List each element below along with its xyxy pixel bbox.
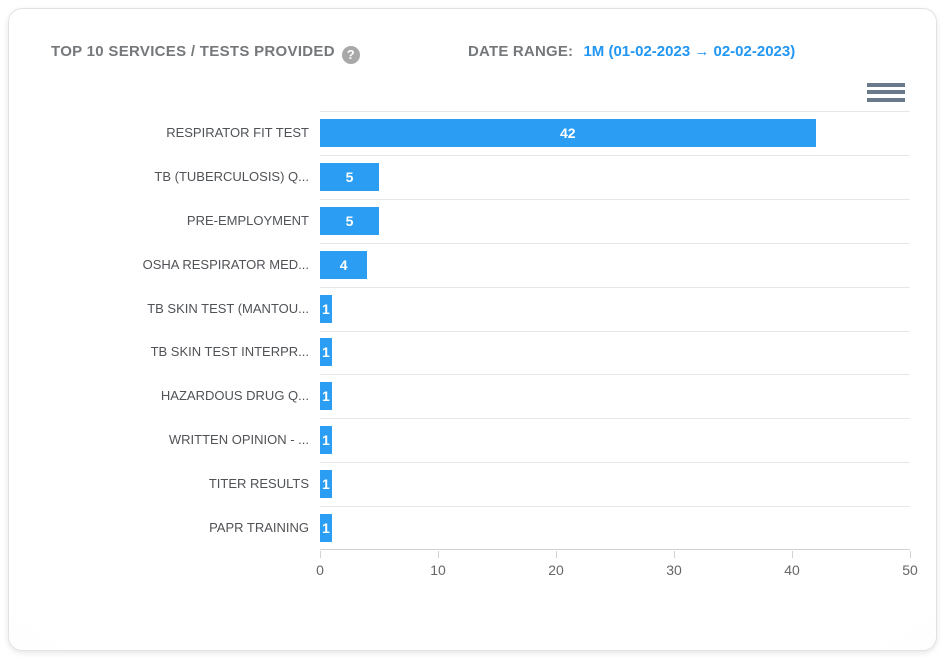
bar[interactable]: 1 <box>320 514 332 543</box>
bar[interactable]: 1 <box>320 294 332 323</box>
grid-row <box>320 286 910 331</box>
category-label: TITER RESULTS <box>208 476 309 492</box>
chart-surface: TOP 10 SERVICES / TESTS PROVIDED? DATE R… <box>21 15 918 595</box>
grid-row <box>320 111 910 155</box>
date-range: DATE RANGE: 1M (01-02-2023 → 02-02-2023) <box>468 43 795 60</box>
bar-value-label: 5 <box>345 168 354 185</box>
x-axis-tick <box>556 551 557 558</box>
category-label: HAZARDOUS DRUG Q... <box>160 388 309 404</box>
bar-value-label: 1 <box>322 388 330 405</box>
x-axis-tick <box>910 551 911 558</box>
chart-card: TOP 10 SERVICES / TESTS PROVIDED? DATE R… <box>8 8 937 651</box>
grid-row <box>320 418 910 462</box>
bar[interactable]: 4 <box>320 250 368 279</box>
hamburger-line <box>867 82 905 87</box>
x-axis-tick-label: 20 <box>548 562 564 578</box>
grid-row <box>320 374 910 418</box>
bar[interactable]: 42 <box>320 118 816 147</box>
category-label: TB (TUBERCULOSIS) Q... <box>154 168 309 184</box>
help-icon[interactable]: ? <box>341 46 360 64</box>
bar-value-label: 5 <box>345 212 354 229</box>
x-axis-tick-label: 0 <box>316 562 324 578</box>
bar[interactable]: 1 <box>320 470 332 499</box>
bar[interactable]: 1 <box>320 382 332 411</box>
bar[interactable]: 1 <box>320 426 332 455</box>
x-axis-tick-label: 40 <box>784 562 800 578</box>
grid-row <box>320 242 910 287</box>
bar[interactable]: 5 <box>320 206 379 235</box>
date-range-value[interactable]: 1M (01-02-2023 → 02-02-2023) <box>583 43 796 60</box>
category-label: TB SKIN TEST (MANTOU... <box>147 300 309 316</box>
plot-area: 42 5 5 4 1 1 1 1 1 1 <box>320 111 910 550</box>
hamburger-line <box>867 90 905 94</box>
category-label: RESPIRATOR FIT TEST <box>166 124 309 140</box>
category-label: TB SKIN TEST INTERPR... <box>150 344 309 360</box>
bar-value-label: 42 <box>560 124 576 141</box>
date-range-label: DATE RANGE: <box>468 43 574 60</box>
chart-title: TOP 10 SERVICES / TESTS PROVIDED? <box>51 43 360 64</box>
bar-value-label: 1 <box>322 300 330 317</box>
category-label: PRE-EMPLOYMENT <box>186 212 309 228</box>
bar[interactable]: 1 <box>320 338 332 367</box>
category-label: OSHA RESPIRATOR MED... <box>142 256 309 272</box>
bar-value-label: 1 <box>322 476 330 493</box>
bar-value-label: 1 <box>322 432 330 449</box>
grid-row <box>320 154 910 199</box>
grid-row <box>320 462 910 506</box>
x-axis-tick-label: 10 <box>430 562 446 578</box>
chart-title-text: TOP 10 SERVICES / TESTS PROVIDED <box>51 43 335 60</box>
grid-row <box>320 198 910 243</box>
x-axis-tick <box>674 551 675 558</box>
x-axis-tick <box>320 551 321 558</box>
x-axis-tick-label: 50 <box>902 562 918 578</box>
category-label: PAPR TRAINING <box>209 520 309 536</box>
hamburger-line <box>867 97 905 102</box>
bar-value-label: 4 <box>339 256 348 273</box>
grid-row <box>320 330 910 375</box>
grid-row <box>320 506 910 550</box>
bar-value-label: 1 <box>322 344 330 361</box>
x-axis-tick <box>792 551 793 558</box>
category-label: WRITTEN OPINION - ... <box>168 432 309 448</box>
bar[interactable]: 5 <box>320 162 379 191</box>
x-axis-tick <box>438 551 439 558</box>
hamburger-menu-icon[interactable] <box>867 77 909 107</box>
bar-value-label: 1 <box>322 520 330 537</box>
x-axis-tick-label: 30 <box>666 562 682 578</box>
